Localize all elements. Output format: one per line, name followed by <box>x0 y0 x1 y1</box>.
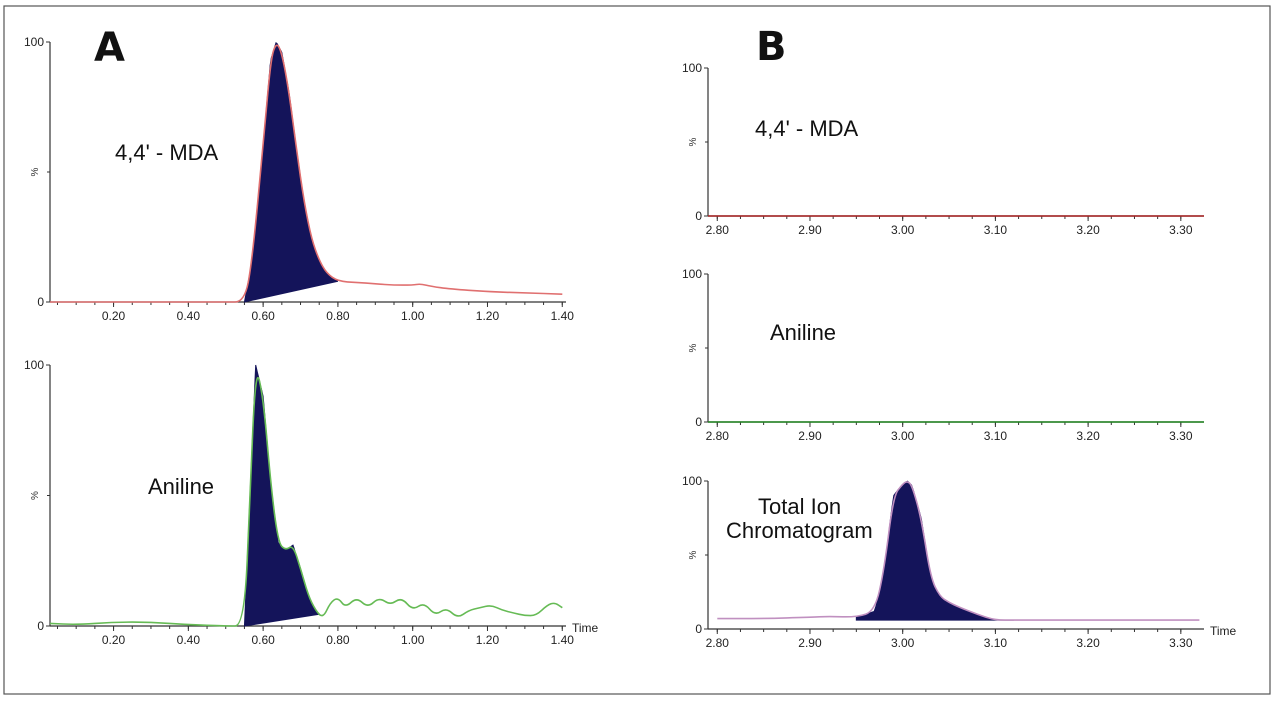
trace-label: 4,4' - MDA <box>115 140 219 165</box>
trace-line <box>717 481 1200 621</box>
x-tick-label: 2.90 <box>798 636 822 650</box>
chart-5: 0 100% 2.80 2.90 3.00 3.10 3.20 3.30 Time Total I… <box>682 474 1237 650</box>
trace-line <box>49 376 563 627</box>
trace-line <box>50 44 563 303</box>
panel-letter-a: A <box>94 25 125 71</box>
y-axis-label: % <box>30 167 41 176</box>
peak-area <box>855 480 1015 621</box>
x-tick-label: 2.90 <box>798 429 822 443</box>
x-axis-label: Time <box>572 621 599 635</box>
y-axis-label: % <box>688 137 699 146</box>
chart-group: 0 100% 0.20 0.40 0.60 0.80 1.00 1.20 1.40 4,4' - … <box>24 35 1237 650</box>
y-axis-label: % <box>30 491 41 500</box>
x-tick-label: 3.20 <box>1076 429 1100 443</box>
x-tick-label: 3.30 <box>1169 429 1193 443</box>
y-tick-label: 100 <box>24 358 44 372</box>
trace-label: Chromatogram <box>726 518 873 543</box>
x-tick-label: 3.30 <box>1169 223 1193 237</box>
chart-3: 0 100% 2.80 2.90 3.00 3.10 3.20 3.30 4,4' - MDA <box>682 61 1204 237</box>
x-tick-label: 3.00 <box>891 223 915 237</box>
x-axis-label: Time <box>1210 624 1237 638</box>
trace-label: Total Ion <box>758 494 841 519</box>
x-tick-label: 3.30 <box>1169 636 1193 650</box>
y-tick-label: 0 <box>695 415 702 429</box>
x-tick-label: 3.00 <box>891 636 915 650</box>
panel-letter-b: B <box>756 24 787 70</box>
x-tick-label: 0.20 <box>102 633 126 647</box>
x-tick-label: 3.20 <box>1076 636 1100 650</box>
figure-border <box>3 5 1271 695</box>
trace-label: 4,4' - MDA <box>755 116 859 141</box>
x-tick-label: 2.80 <box>706 636 730 650</box>
x-tick-label: 3.20 <box>1076 223 1100 237</box>
x-tick-label: 0.60 <box>251 633 275 647</box>
x-tick-label: 1.40 <box>551 633 575 647</box>
x-tick-label: 0.40 <box>177 633 201 647</box>
x-tick-label: 0.80 <box>326 309 350 323</box>
x-tick-label: 2.90 <box>798 223 822 237</box>
y-axis-label: % <box>688 343 699 352</box>
chart-1: 0 100% 0.20 0.40 0.60 0.80 1.00 1.20 1.40 4,4' - … <box>24 35 574 323</box>
y-tick-label: 0 <box>695 622 702 636</box>
y-tick-label: 0 <box>37 295 44 309</box>
x-tick-label: 1.00 <box>401 309 425 323</box>
x-tick-label: 1.00 <box>401 633 425 647</box>
y-tick-label: 0 <box>695 209 702 223</box>
x-tick-label: 1.20 <box>476 633 500 647</box>
x-tick-label: 1.40 <box>551 309 575 323</box>
x-tick-label: 0.60 <box>251 309 275 323</box>
x-tick-label: 3.10 <box>984 636 1008 650</box>
x-tick-label: 2.80 <box>706 223 730 237</box>
y-tick-label: 100 <box>682 61 702 75</box>
x-tick-label: 0.40 <box>177 309 201 323</box>
trace-label: Aniline <box>148 474 214 499</box>
peak-area <box>243 364 320 627</box>
y-tick-label: 0 <box>37 619 44 633</box>
x-tick-label: 0.80 <box>326 633 350 647</box>
x-tick-label: 1.20 <box>476 309 500 323</box>
y-tick-label: 100 <box>682 267 702 281</box>
x-tick-label: 3.10 <box>984 429 1008 443</box>
y-tick-label: 100 <box>682 474 702 488</box>
peak-area <box>243 41 339 303</box>
x-tick-label: 3.00 <box>891 429 915 443</box>
chart-4: 0 100% 2.80 2.90 3.00 3.10 3.20 3.30 Aniline <box>682 267 1204 443</box>
x-tick-label: 2.80 <box>706 429 730 443</box>
y-tick-label: 100 <box>24 35 44 49</box>
x-tick-label: 3.10 <box>984 223 1008 237</box>
trace-label: Aniline <box>770 320 836 345</box>
y-axis-label: % <box>688 550 699 559</box>
x-tick-label: 0.20 <box>102 309 126 323</box>
